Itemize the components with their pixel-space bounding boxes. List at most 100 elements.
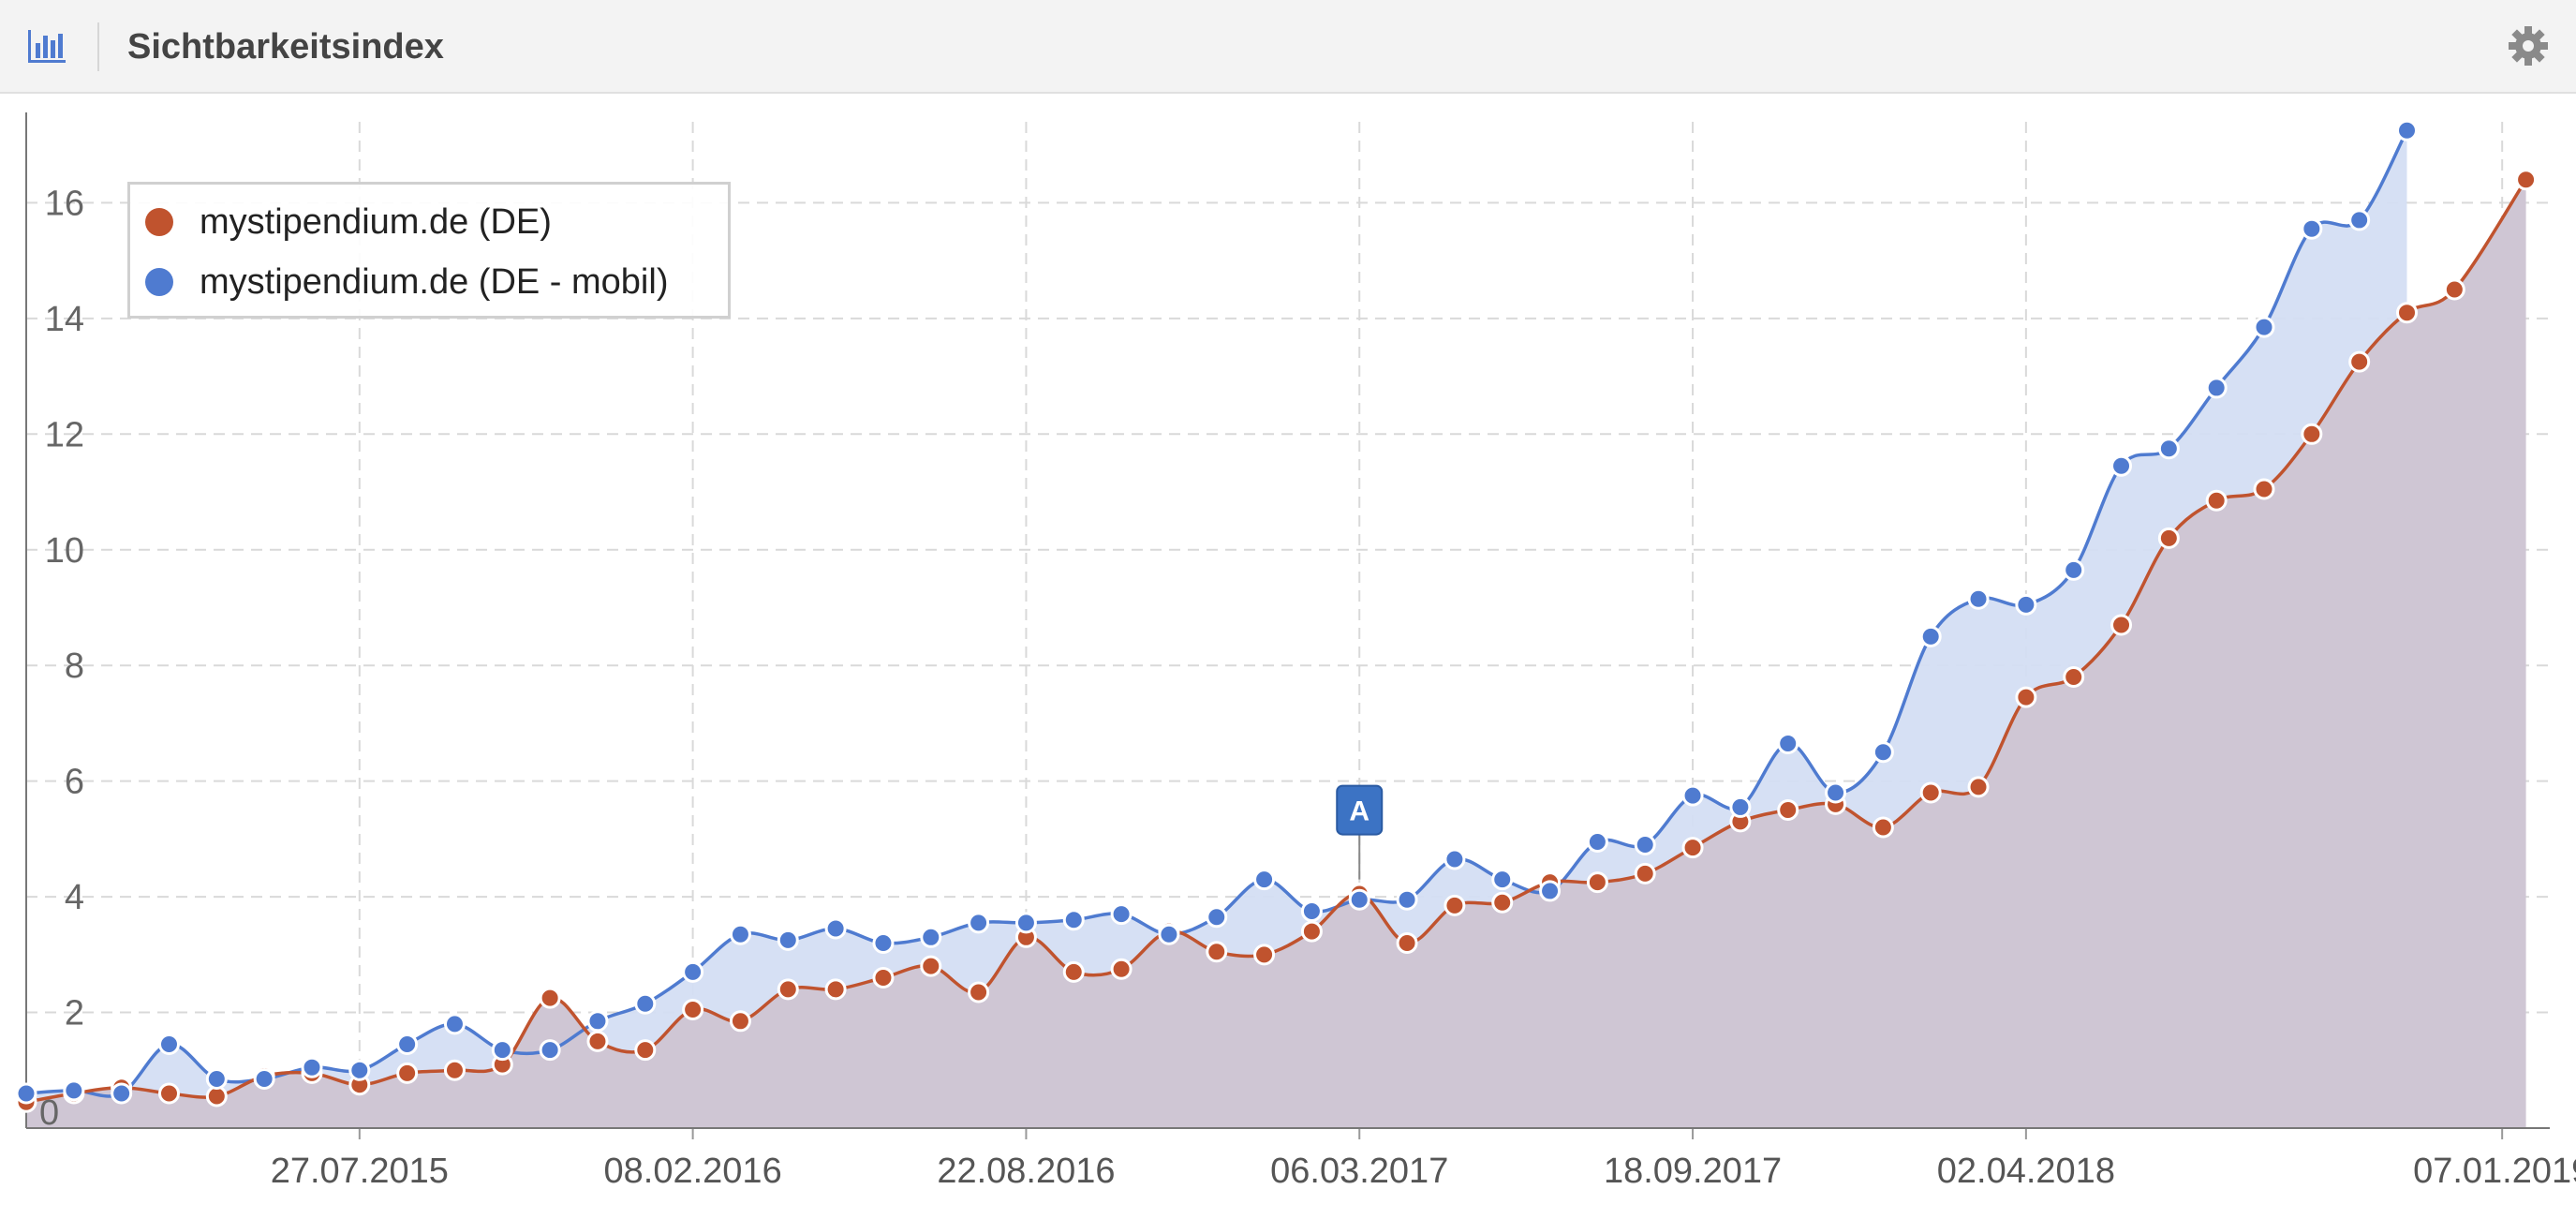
point-mobile-46[interactable] (2205, 377, 2228, 399)
point-mobile-28[interactable] (1348, 888, 1370, 911)
point-desktop-13[interactable] (634, 1039, 657, 1062)
point-mobile-4[interactable] (205, 1068, 228, 1091)
point-desktop-23[interactable] (1110, 958, 1133, 980)
chart-annotations: A (1336, 784, 1384, 880)
point-desktop-9[interactable] (443, 1059, 466, 1081)
point-mobile-23[interactable] (1110, 903, 1133, 926)
point-desktop-3[interactable] (157, 1082, 180, 1105)
point-mobile-12[interactable] (586, 1010, 609, 1033)
point-desktop-18[interactable] (872, 967, 895, 989)
point-mobile-39[interactable] (1872, 741, 1894, 764)
point-desktop-19[interactable] (920, 955, 942, 977)
point-mobile-38[interactable] (1825, 781, 1847, 804)
point-desktop-35[interactable] (1681, 837, 1704, 859)
gear-icon[interactable] (2507, 24, 2550, 67)
point-desktop-40[interactable] (1919, 781, 1942, 804)
chart-legend: mystipendium.de (DE) mystipendium.de (DE… (127, 182, 731, 319)
point-desktop-26[interactable] (1253, 944, 1276, 966)
point-mobile-48[interactable] (2301, 217, 2323, 240)
point-mobile-35[interactable] (1681, 784, 1704, 807)
point-mobile-7[interactable] (348, 1059, 371, 1081)
point-desktop-52[interactable] (2515, 169, 2538, 191)
point-mobile-36[interactable] (1729, 795, 1752, 818)
point-mobile-42[interactable] (2015, 593, 2037, 616)
point-desktop-15[interactable] (729, 1010, 751, 1033)
point-desktop-44[interactable] (2110, 614, 2133, 636)
point-desktop-16[interactable] (777, 978, 799, 1001)
point-mobile-17[interactable] (824, 917, 847, 940)
point-mobile-6[interactable] (301, 1056, 323, 1078)
point-desktop-29[interactable] (1396, 931, 1418, 954)
point-mobile-22[interactable] (1062, 909, 1085, 931)
point-mobile-1[interactable] (63, 1079, 85, 1102)
point-mobile-18[interactable] (872, 931, 895, 954)
point-desktop-8[interactable] (396, 1062, 419, 1084)
point-mobile-47[interactable] (2253, 316, 2275, 338)
point-mobile-30[interactable] (1443, 848, 1466, 870)
point-mobile-26[interactable] (1253, 869, 1276, 891)
point-mobile-49[interactable] (2348, 209, 2371, 231)
point-mobile-10[interactable] (491, 1039, 513, 1062)
point-desktop-42[interactable] (2015, 686, 2037, 708)
point-desktop-34[interactable] (1634, 862, 1656, 885)
point-mobile-25[interactable] (1206, 906, 1228, 929)
legend-item-mobile[interactable]: mystipendium.de (DE - mobil) (145, 254, 668, 310)
point-desktop-14[interactable] (682, 998, 704, 1020)
point-mobile-15[interactable] (729, 923, 751, 945)
point-desktop-33[interactable] (1586, 871, 1608, 894)
legend-item-desktop[interactable]: mystipendium.de (DE) (145, 194, 552, 250)
point-mobile-44[interactable] (2110, 454, 2133, 477)
point-desktop-49[interactable] (2348, 350, 2371, 373)
point-mobile-20[interactable] (968, 912, 990, 934)
point-desktop-47[interactable] (2253, 478, 2275, 500)
point-mobile-21[interactable] (1014, 912, 1037, 934)
point-desktop-27[interactable] (1300, 920, 1323, 943)
point-desktop-12[interactable] (586, 1030, 609, 1052)
point-mobile-31[interactable] (1491, 869, 1514, 891)
point-mobile-9[interactable] (443, 1013, 466, 1035)
point-mobile-40[interactable] (1919, 625, 1942, 647)
point-desktop-45[interactable] (2157, 527, 2180, 549)
point-mobile-5[interactable] (253, 1068, 275, 1091)
point-desktop-30[interactable] (1443, 894, 1466, 916)
point-mobile-14[interactable] (682, 960, 704, 983)
point-mobile-8[interactable] (396, 1033, 419, 1055)
point-mobile-27[interactable] (1300, 900, 1323, 923)
point-mobile-11[interactable] (539, 1039, 561, 1062)
point-mobile-0[interactable] (15, 1082, 37, 1105)
point-mobile-33[interactable] (1586, 830, 1608, 853)
point-desktop-43[interactable] (2063, 666, 2085, 689)
point-desktop-37[interactable] (1777, 799, 1799, 822)
point-mobile-2[interactable] (111, 1082, 133, 1105)
point-desktop-50[interactable] (2396, 302, 2419, 324)
point-mobile-32[interactable] (1539, 880, 1562, 902)
point-mobile-29[interactable] (1396, 888, 1418, 911)
point-desktop-11[interactable] (539, 987, 561, 1009)
point-desktop-4[interactable] (205, 1085, 228, 1108)
point-mobile-37[interactable] (1777, 733, 1799, 755)
point-desktop-20[interactable] (968, 981, 990, 1003)
point-desktop-48[interactable] (2301, 423, 2323, 445)
annotation-flag-A[interactable] (1336, 784, 1384, 836)
area-desktop (26, 179, 2526, 1128)
point-mobile-41[interactable] (1967, 587, 1990, 610)
point-desktop-41[interactable] (1967, 776, 1990, 798)
point-mobile-3[interactable] (157, 1033, 180, 1055)
point-desktop-46[interactable] (2205, 489, 2228, 512)
y-tick-label: 10 (45, 531, 84, 571)
point-desktop-31[interactable] (1491, 891, 1514, 914)
point-desktop-39[interactable] (1872, 816, 1894, 839)
point-mobile-24[interactable] (1158, 923, 1180, 945)
point-desktop-22[interactable] (1062, 960, 1085, 983)
point-mobile-34[interactable] (1634, 834, 1656, 856)
point-desktop-25[interactable] (1206, 941, 1228, 963)
chart-areas (26, 130, 2526, 1128)
point-mobile-43[interactable] (2063, 558, 2085, 581)
point-mobile-19[interactable] (920, 926, 942, 948)
point-desktop-17[interactable] (824, 978, 847, 1001)
point-mobile-50[interactable] (2396, 119, 2419, 141)
point-mobile-16[interactable] (777, 929, 799, 951)
point-mobile-13[interactable] (634, 992, 657, 1015)
point-mobile-45[interactable] (2157, 438, 2180, 460)
point-desktop-51[interactable] (2443, 278, 2465, 301)
